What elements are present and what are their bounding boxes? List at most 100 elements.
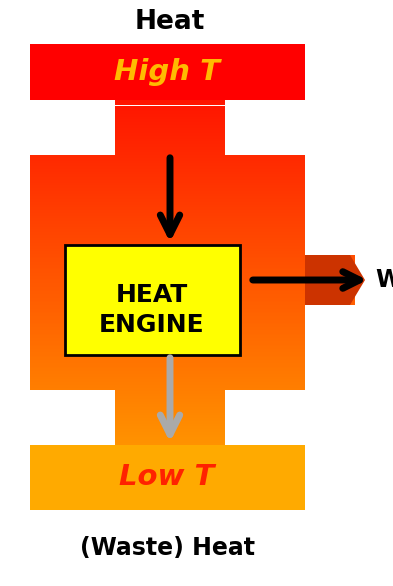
Bar [30, 193, 305, 194]
Bar [30, 188, 305, 189]
Bar [30, 380, 305, 382]
Bar [30, 332, 305, 333]
Bar [30, 294, 305, 296]
Bar [30, 203, 305, 205]
Bar [30, 229, 305, 230]
Bar [30, 207, 305, 208]
Bar [30, 360, 305, 362]
Text: High T: High T [114, 58, 220, 86]
Bar [30, 270, 305, 271]
Bar [30, 168, 305, 169]
Bar [30, 309, 305, 310]
Bar [30, 324, 305, 326]
Bar [30, 342, 305, 343]
Bar [30, 329, 305, 331]
Bar [30, 321, 305, 323]
Text: Heat: Heat [135, 9, 205, 35]
Bar [30, 219, 305, 221]
Bar [30, 254, 305, 255]
Bar [30, 174, 305, 175]
Bar [30, 314, 305, 315]
Bar [30, 205, 305, 207]
Bar [30, 352, 305, 354]
Bar [30, 172, 305, 174]
Bar [30, 349, 305, 351]
Bar [30, 310, 305, 312]
Bar [30, 387, 305, 389]
Bar [30, 169, 305, 171]
Bar [30, 263, 305, 265]
Bar [30, 288, 305, 289]
Bar [30, 354, 305, 356]
Bar [30, 298, 305, 299]
Bar [30, 275, 305, 277]
Bar [30, 156, 305, 158]
Bar [30, 241, 305, 243]
Bar [30, 163, 305, 165]
Bar [30, 319, 305, 321]
Bar [30, 179, 305, 180]
Bar [30, 251, 305, 252]
Bar [30, 166, 305, 168]
Bar [30, 277, 305, 279]
Bar [30, 244, 305, 246]
Bar [30, 210, 305, 212]
Bar [30, 347, 305, 349]
Text: (Waste) Heat: (Waste) Heat [79, 536, 255, 560]
Bar [30, 284, 305, 285]
Bar [30, 175, 305, 177]
Bar [30, 302, 305, 304]
Bar [30, 180, 305, 182]
Bar [30, 200, 305, 202]
Bar [30, 280, 305, 282]
Bar [30, 232, 305, 233]
Bar [30, 285, 305, 287]
Bar [30, 202, 305, 203]
Bar [30, 221, 305, 222]
Bar [30, 208, 305, 210]
Bar [30, 343, 305, 345]
Bar [30, 359, 305, 360]
FancyArrow shape [305, 255, 365, 305]
Bar [30, 368, 305, 370]
Text: HEAT: HEAT [116, 283, 188, 307]
Bar [30, 233, 305, 235]
Bar [30, 445, 305, 510]
Bar [30, 345, 305, 346]
Bar [30, 224, 305, 226]
Bar [30, 340, 305, 342]
Bar [30, 279, 305, 280]
Bar [30, 189, 305, 191]
Bar [30, 357, 305, 359]
Bar [30, 299, 305, 301]
Bar [30, 214, 305, 216]
Bar [30, 44, 305, 100]
Bar [30, 326, 305, 328]
Bar [30, 373, 305, 374]
Bar [30, 196, 305, 197]
Bar [30, 274, 305, 275]
Bar [30, 384, 305, 386]
Bar [30, 307, 305, 309]
Bar [30, 389, 305, 390]
Bar [30, 323, 305, 324]
Bar [30, 185, 305, 186]
Bar [30, 182, 305, 183]
Bar [30, 197, 305, 199]
Bar [30, 155, 305, 156]
Bar [30, 316, 305, 318]
Bar [30, 212, 305, 213]
Bar [30, 365, 305, 366]
Bar [30, 237, 305, 238]
Bar [30, 305, 305, 307]
Bar [30, 266, 305, 268]
Bar [30, 318, 305, 319]
Bar [30, 260, 305, 261]
Bar [30, 243, 305, 244]
Bar [30, 160, 305, 161]
Bar [30, 222, 305, 224]
Bar [30, 230, 305, 232]
Bar [30, 338, 305, 340]
Bar [30, 213, 305, 214]
Bar [65, 245, 240, 355]
